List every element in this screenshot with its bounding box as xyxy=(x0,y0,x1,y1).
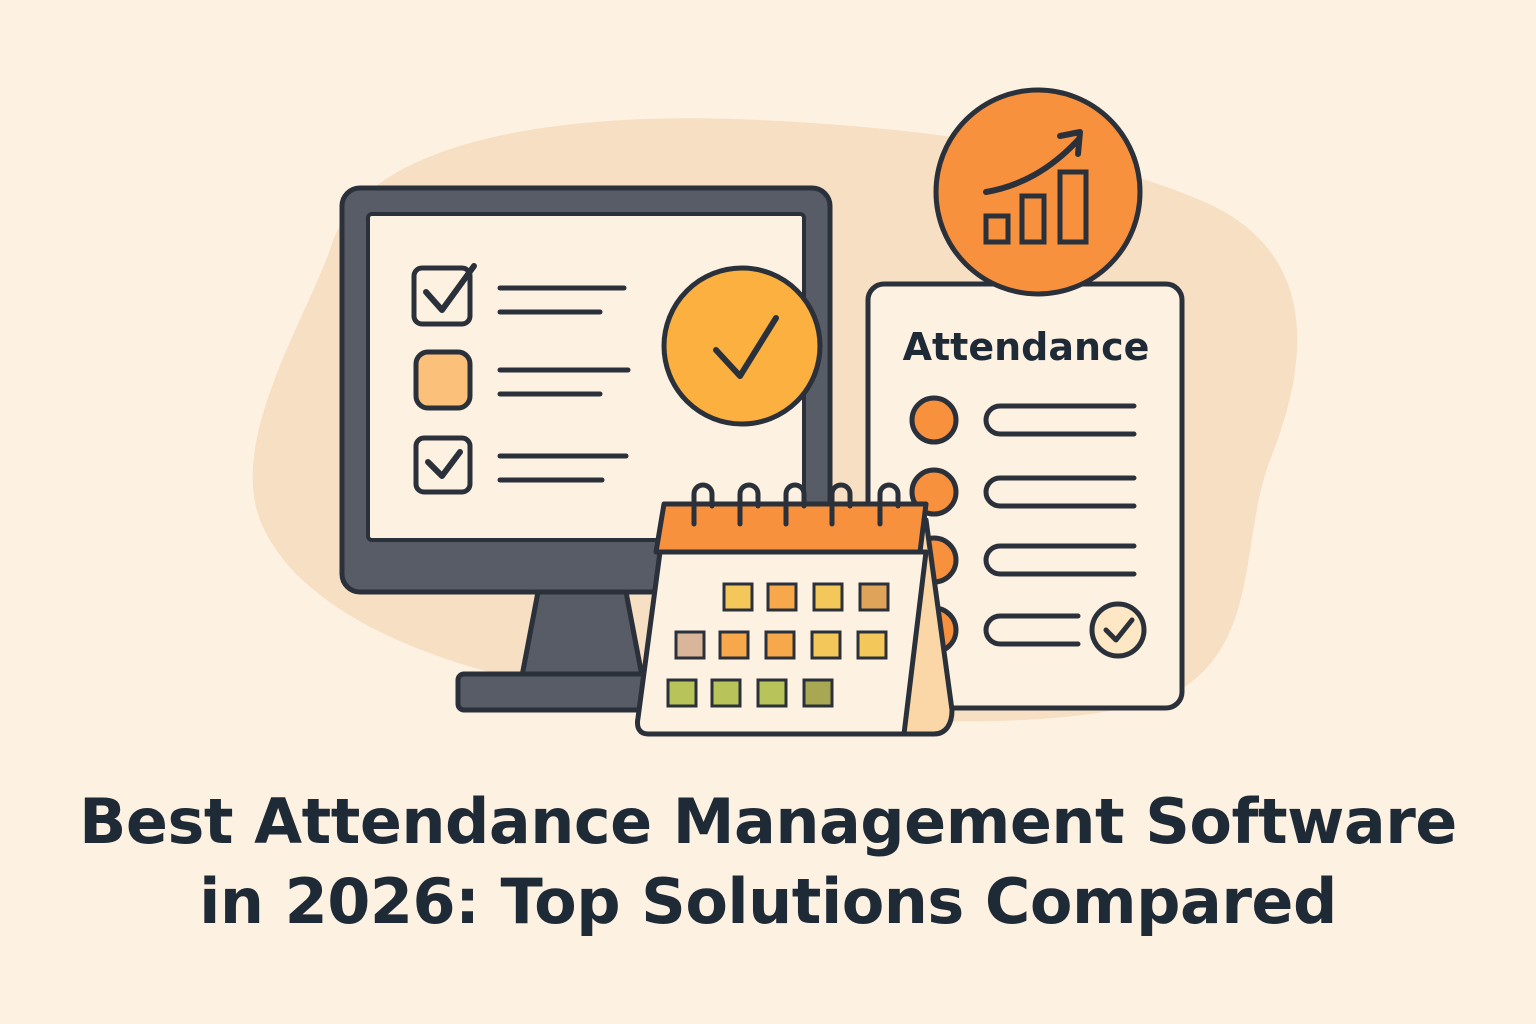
calendar-icon xyxy=(635,482,955,737)
page-title: Best Attendance Management Software in 2… xyxy=(0,782,1536,942)
title-line-2: in 2026: Top Solutions Compared xyxy=(199,865,1337,938)
attendance-sheet-icon: Attendance xyxy=(865,281,1185,711)
title-line-1: Best Attendance Management Software xyxy=(79,785,1457,858)
illustration-art: Attendance xyxy=(252,87,1298,737)
growth-chart-icon xyxy=(933,87,1143,297)
checkmark-badge-icon xyxy=(661,265,823,427)
attendance-card-title: Attendance xyxy=(903,325,1150,369)
